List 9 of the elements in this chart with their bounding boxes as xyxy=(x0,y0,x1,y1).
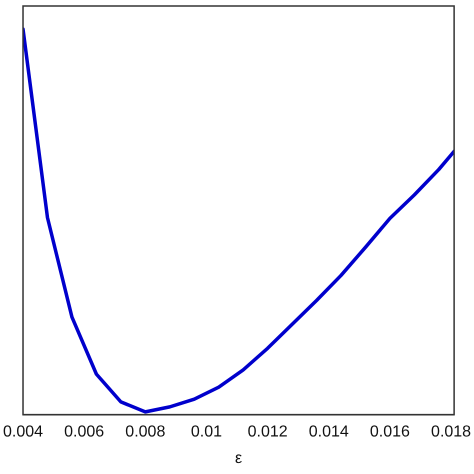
x-tick-label: 0.006 xyxy=(64,424,104,441)
x-tick-label: 0.014 xyxy=(308,424,349,441)
x-tick-label: 0.012 xyxy=(248,424,288,441)
x-tick-label: 0.018 xyxy=(431,424,472,441)
x-tick-label: 0.008 xyxy=(125,424,166,441)
x-tick-label: 0.004 xyxy=(2,424,44,441)
x-axis-title: ε xyxy=(234,450,242,467)
x-tick-label: 0.01 xyxy=(190,424,222,441)
x-tick-label: 0.016 xyxy=(370,424,410,441)
